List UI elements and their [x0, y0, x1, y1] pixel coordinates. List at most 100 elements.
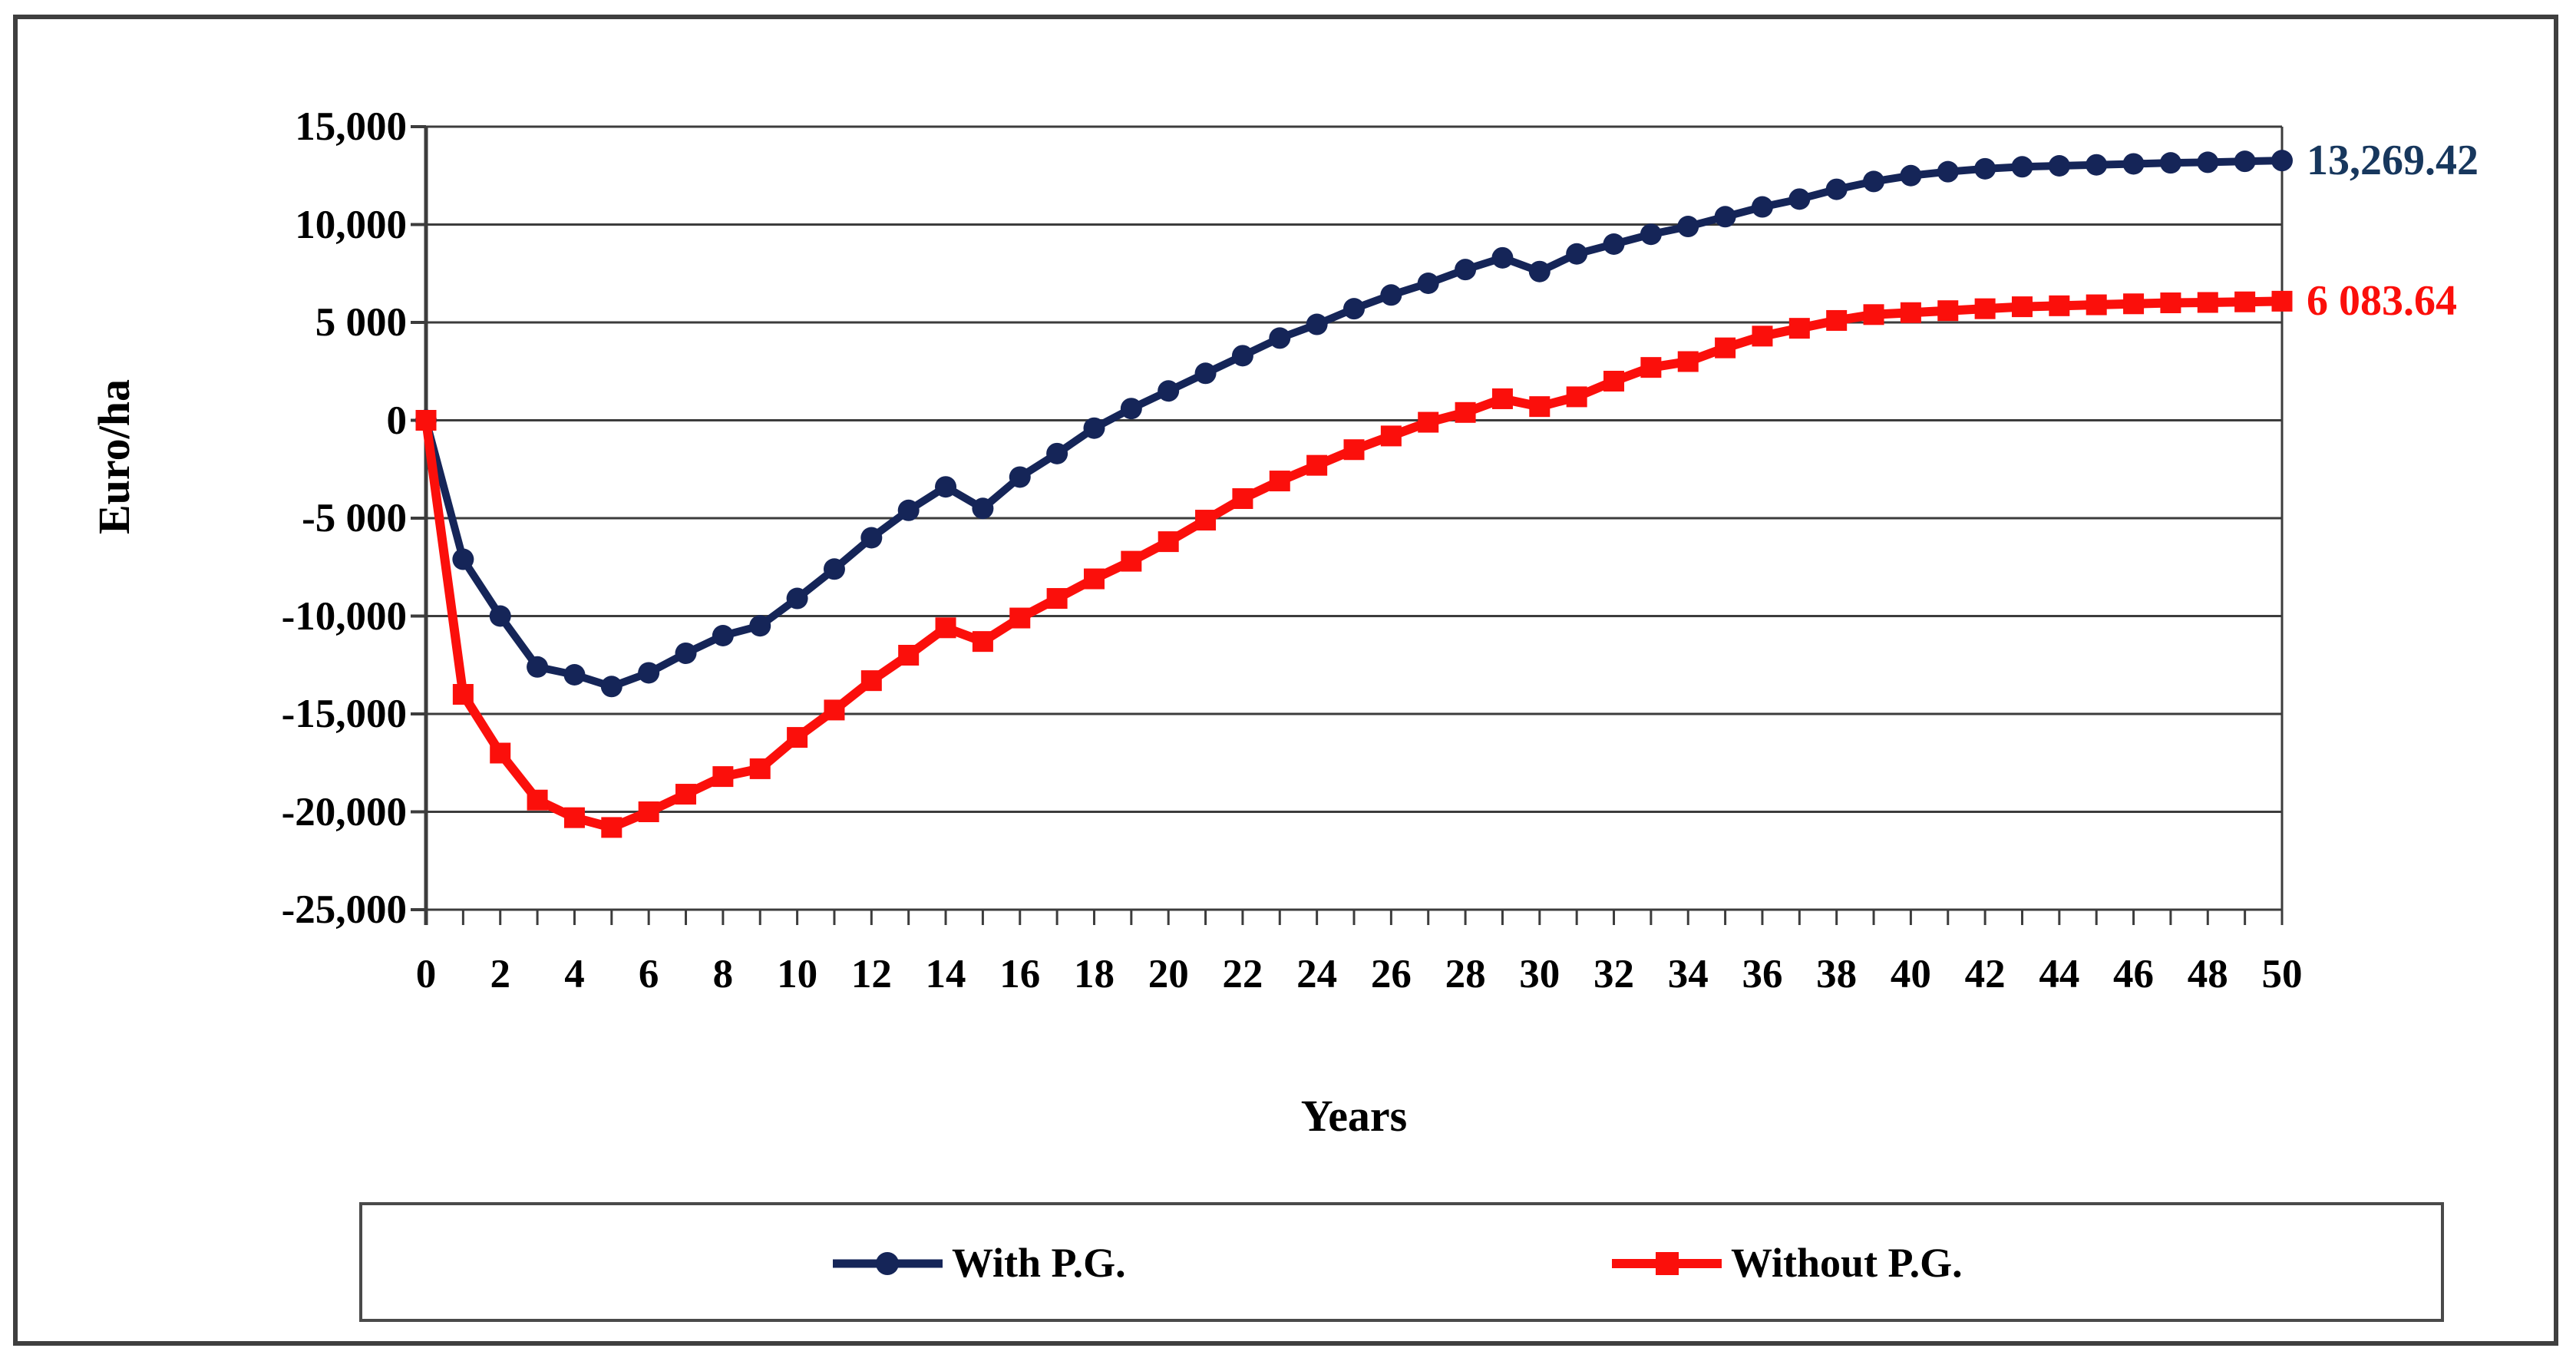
x-axis-tick-label: 46 — [2113, 952, 2155, 996]
data-point — [2271, 150, 2293, 172]
data-point — [2197, 151, 2219, 173]
data-point — [638, 801, 659, 822]
data-point — [1491, 388, 1513, 409]
data-point — [415, 410, 437, 431]
data-point — [1306, 454, 1328, 476]
data-point — [2011, 156, 2033, 178]
outer-border — [13, 15, 2558, 1346]
data-point — [1788, 318, 1810, 339]
y-axis-tick-label: 15,000 — [295, 104, 407, 149]
data-point — [2086, 154, 2108, 176]
data-point — [2234, 291, 2256, 312]
legend — [359, 1202, 2444, 1322]
end-value-without-pg: 6 083.64 — [2307, 277, 2457, 325]
legend-marker-with-pg-icon — [876, 1252, 899, 1275]
data-point — [1751, 196, 1773, 218]
data-point — [600, 676, 623, 698]
x-axis-tick-label: 50 — [2261, 952, 2303, 996]
data-point — [1455, 259, 1477, 281]
data-point — [897, 499, 920, 521]
data-point — [1046, 588, 1068, 610]
data-point — [787, 727, 808, 748]
data-point — [1974, 157, 1996, 180]
data-point — [452, 548, 474, 570]
series-without-pg — [415, 290, 2293, 838]
x-axis-tick-label: 36 — [1742, 952, 1783, 996]
data-point — [1900, 164, 1922, 187]
x-axis-tick-label: 16 — [999, 952, 1041, 996]
x-axis-tick-label: 4 — [564, 952, 585, 996]
y-axis-tick-label: -25,000 — [281, 887, 407, 932]
x-axis-tick-label: 12 — [850, 952, 892, 996]
x-axis-tick-label: 30 — [1519, 952, 1560, 996]
data-point — [1937, 160, 1959, 183]
data-point — [1158, 531, 1179, 553]
data-point — [1529, 396, 1551, 418]
data-point — [1455, 401, 1476, 423]
data-point — [1380, 425, 1402, 447]
data-point — [1009, 466, 1031, 488]
data-point — [601, 817, 623, 838]
series-line — [421, 296, 2287, 832]
x-axis-tick-label: 18 — [1073, 952, 1115, 996]
data-point — [972, 497, 994, 520]
y-axis-tick-label: -20,000 — [281, 789, 407, 834]
data-point — [1343, 439, 1365, 461]
y-axis-tick-label: -5 000 — [302, 496, 407, 540]
data-point — [1195, 510, 1217, 531]
data-point — [712, 625, 734, 646]
x-axis-tick-label: 42 — [1964, 952, 2006, 996]
x-axis-tick-label: 44 — [2039, 952, 2080, 996]
x-axis-tick-label: 8 — [712, 952, 734, 996]
data-point — [2160, 292, 2181, 313]
data-point — [1120, 398, 1142, 420]
y-axis-tick-label: 0 — [386, 398, 408, 443]
legend-label-with-pg: With P.G. — [952, 1240, 1126, 1286]
data-point — [1158, 380, 1180, 402]
data-point — [1083, 417, 1105, 439]
data-point — [1232, 488, 1253, 509]
y-axis-tick-label: -15,000 — [281, 692, 407, 736]
data-point — [1306, 313, 1328, 335]
data-point — [1566, 243, 1588, 265]
data-point — [1788, 188, 1811, 210]
data-point — [1640, 223, 1662, 246]
x-axis-tick-label: 32 — [1593, 952, 1635, 996]
data-point — [2159, 152, 2181, 174]
x-axis-tick-label: 24 — [1296, 952, 1338, 996]
x-axis-tick-label: 22 — [1222, 952, 1263, 996]
data-point — [935, 617, 956, 639]
data-point — [2197, 292, 2218, 313]
x-axis-tick-label: 10 — [777, 952, 818, 996]
data-point — [1863, 170, 1885, 193]
x-axis-tick-label: 6 — [638, 952, 659, 996]
x-axis-tick-label: 0 — [415, 952, 437, 996]
end-value-with-pg: 13,269.42 — [2307, 137, 2479, 185]
data-point — [1863, 304, 1884, 325]
data-point — [2011, 296, 2033, 318]
data-point — [860, 670, 882, 692]
x-axis-tick-label: 38 — [1816, 952, 1858, 996]
data-point — [1752, 325, 1773, 347]
y-axis-tick-label: -10,000 — [281, 593, 407, 639]
data-point — [1640, 357, 1662, 378]
data-point — [489, 605, 511, 627]
data-point — [1417, 273, 1439, 294]
data-point — [898, 645, 920, 666]
legend-box — [359, 1202, 2444, 1322]
data-point — [563, 664, 586, 686]
data-point — [1121, 550, 1142, 572]
y-axis-tick-label: 5 000 — [315, 300, 407, 345]
data-point — [1380, 284, 1402, 306]
x-axis-tick-label: 40 — [1890, 952, 1931, 996]
data-point — [2123, 293, 2145, 315]
data-point — [2271, 290, 2293, 312]
data-point — [1900, 302, 1921, 323]
data-point — [527, 789, 548, 811]
x-axis-tick-label: 48 — [2187, 952, 2228, 996]
data-point — [1194, 362, 1217, 385]
data-point — [1009, 607, 1031, 629]
data-point — [1528, 260, 1551, 283]
data-point — [786, 587, 808, 610]
data-point — [1269, 471, 1290, 492]
